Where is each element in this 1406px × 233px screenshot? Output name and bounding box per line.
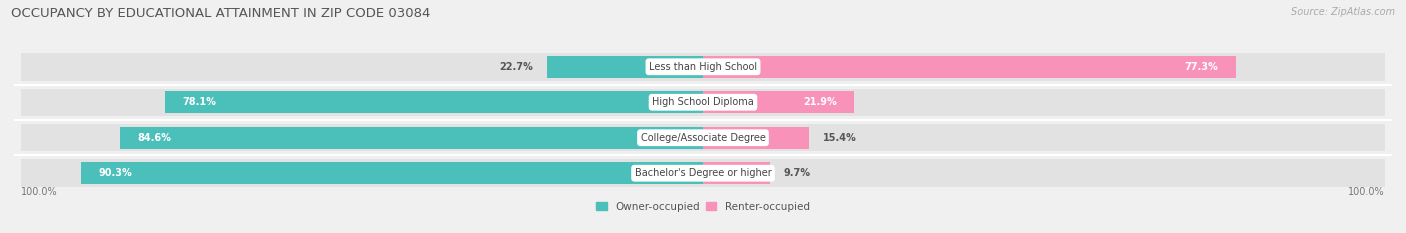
Bar [703,91,853,113]
Bar [165,91,703,113]
Text: OCCUPANCY BY EDUCATIONAL ATTAINMENT IN ZIP CODE 03084: OCCUPANCY BY EDUCATIONAL ATTAINMENT IN Z… [11,7,430,20]
Text: 100.0%: 100.0% [21,187,58,197]
Bar [21,124,1385,151]
Text: College/Associate Degree: College/Associate Degree [641,133,765,143]
Text: Source: ZipAtlas.com: Source: ZipAtlas.com [1291,7,1395,17]
Text: 21.9%: 21.9% [803,97,837,107]
Text: 90.3%: 90.3% [98,168,132,178]
Bar [703,127,808,149]
Bar [82,162,703,184]
Text: 9.7%: 9.7% [783,168,811,178]
Text: 15.4%: 15.4% [823,133,856,143]
Bar [21,53,1385,81]
Bar [21,159,1385,187]
Text: High School Diploma: High School Diploma [652,97,754,107]
Bar [120,127,703,149]
Text: 78.1%: 78.1% [183,97,217,107]
Text: Bachelor's Degree or higher: Bachelor's Degree or higher [634,168,772,178]
Bar [703,162,770,184]
Text: 77.3%: 77.3% [1185,62,1219,72]
Text: 22.7%: 22.7% [499,62,533,72]
Text: 100.0%: 100.0% [1348,187,1385,197]
Text: Less than High School: Less than High School [650,62,756,72]
Legend: Owner-occupied, Renter-occupied: Owner-occupied, Renter-occupied [596,202,810,212]
Bar [547,56,703,78]
Bar [703,56,1236,78]
Text: 84.6%: 84.6% [138,133,172,143]
Bar [21,89,1385,116]
